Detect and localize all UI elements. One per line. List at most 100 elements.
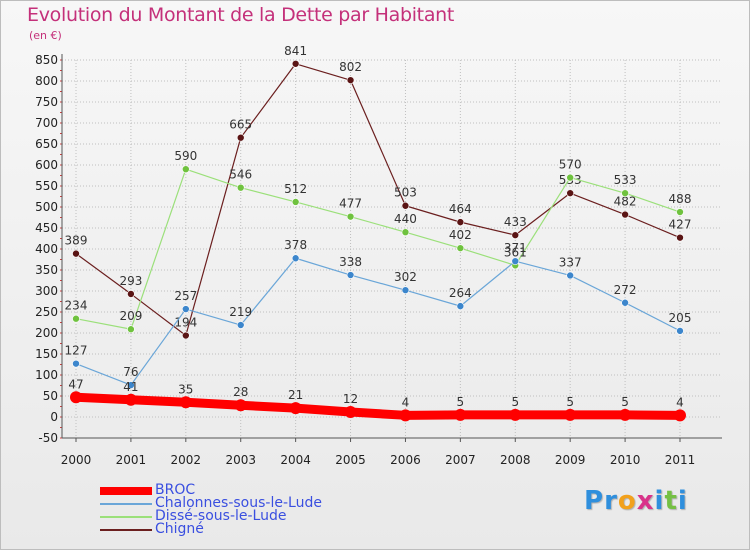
data-label: 570: [559, 158, 582, 172]
logo-letter: x: [636, 486, 655, 516]
data-point: [346, 76, 355, 84]
data-point: [124, 393, 137, 406]
legend-label: BROC: [155, 482, 196, 498]
data-label: 41: [123, 380, 138, 394]
logo-letter: o: [617, 486, 637, 516]
data-point: [346, 271, 355, 279]
x-tick-label: 2008: [500, 453, 531, 467]
series-diss-sous-le-lude: 234 209 590 546 512 477 440 402 361 570 533 488: [65, 149, 692, 334]
x-tick-label: 2011: [665, 453, 696, 467]
legend-swatch: [100, 487, 152, 495]
data-point: [511, 231, 520, 239]
data-point: [401, 228, 410, 236]
data-point: [621, 210, 629, 219]
data-point: [676, 327, 684, 335]
x-tick-label: 2002: [171, 453, 202, 467]
data-label: 194: [174, 316, 197, 330]
data-label: 361: [504, 245, 527, 259]
data-point: [566, 189, 574, 197]
data-point: [182, 165, 190, 173]
data-point: [182, 305, 190, 313]
data-point: [70, 391, 82, 404]
data-label: 28: [233, 385, 248, 399]
data-point: [676, 233, 684, 242]
data-point: [127, 290, 135, 298]
logo-letter: r: [604, 486, 618, 516]
y-tick-label: 750: [35, 95, 58, 109]
data-point: [621, 298, 629, 307]
x-tick-label: 2005: [335, 453, 366, 467]
data-point: [291, 59, 300, 68]
y-tick-label: 800: [35, 74, 58, 88]
data-label: 47: [68, 377, 83, 391]
legend-label: Chalonnes-sous-le-Lude: [155, 495, 322, 511]
chart-title: Evolution du Montant de la Dette par Hab…: [27, 4, 455, 26]
y-tick-label: 450: [35, 221, 58, 235]
data-label: 209: [119, 309, 142, 323]
series-broc: 47 41 35 28 21 12 4 5 5 5 5 4: [68, 377, 686, 422]
x-tick-label: 2000: [61, 453, 92, 467]
data-point: [456, 302, 465, 310]
y-tick-label: 200: [35, 326, 58, 340]
y-tick-label: 350: [35, 263, 58, 277]
data-label: 264: [449, 286, 472, 300]
series-line: [75, 257, 681, 386]
data-point: [619, 408, 632, 421]
legend-label: Chigné: [155, 521, 204, 537]
data-label: 272: [614, 283, 637, 297]
y-tick-label: -50: [38, 431, 58, 445]
data-label: 5: [566, 395, 574, 409]
proxiti-logo: Proxiti: [584, 486, 688, 516]
data-point: [456, 244, 465, 252]
y-tick-label: 700: [35, 116, 58, 130]
data-point: [509, 408, 522, 421]
data-label: 590: [174, 149, 197, 163]
data-label: 4: [402, 395, 410, 409]
data-label: 5: [457, 395, 465, 409]
data-label: 35: [178, 382, 193, 396]
data-point: [289, 402, 302, 415]
data-label: 546: [229, 168, 252, 182]
data-label: 293: [119, 274, 142, 288]
data-point: [456, 218, 465, 226]
data-point: [344, 405, 357, 418]
y-tick-label: 650: [35, 137, 58, 151]
data-label: 127: [65, 344, 88, 358]
y-tick-label: 150: [35, 347, 58, 361]
y-tick-label: 850: [35, 53, 58, 67]
data-label: 533: [614, 173, 637, 187]
y-tick-label: 250: [35, 305, 58, 319]
y-tick-label: 100: [35, 368, 58, 382]
data-point: [234, 399, 247, 412]
data-point: [291, 198, 300, 206]
data-point: [676, 208, 684, 216]
data-label: 5: [511, 395, 519, 409]
data-label: 665: [229, 118, 252, 132]
data-label: 337: [559, 255, 582, 269]
legend-label: Dissé-sous-le-Lude: [155, 508, 287, 524]
y-tick-label: 400: [35, 242, 58, 256]
data-point: [291, 254, 300, 263]
legend-swatch: [100, 529, 152, 531]
data-label: 302: [394, 270, 417, 284]
legend-swatch: [100, 516, 152, 518]
data-label: 219: [229, 305, 252, 319]
data-label: 427: [669, 218, 692, 232]
data-label: 488: [669, 192, 692, 206]
data-point: [236, 321, 245, 329]
logo-letter: P: [584, 486, 605, 516]
data-point: [454, 408, 467, 421]
x-tick-label: 2007: [445, 453, 476, 467]
data-point: [179, 396, 192, 409]
data-point: [674, 409, 686, 422]
x-tick-label: 2004: [280, 453, 311, 467]
legend-swatch: [100, 503, 152, 505]
data-point: [401, 286, 410, 294]
data-point: [566, 271, 574, 280]
data-label: 512: [284, 182, 307, 196]
data-point: [401, 201, 410, 210]
data-label: 440: [394, 212, 417, 226]
logo-letter: i: [677, 486, 688, 516]
data-point: [346, 212, 355, 221]
